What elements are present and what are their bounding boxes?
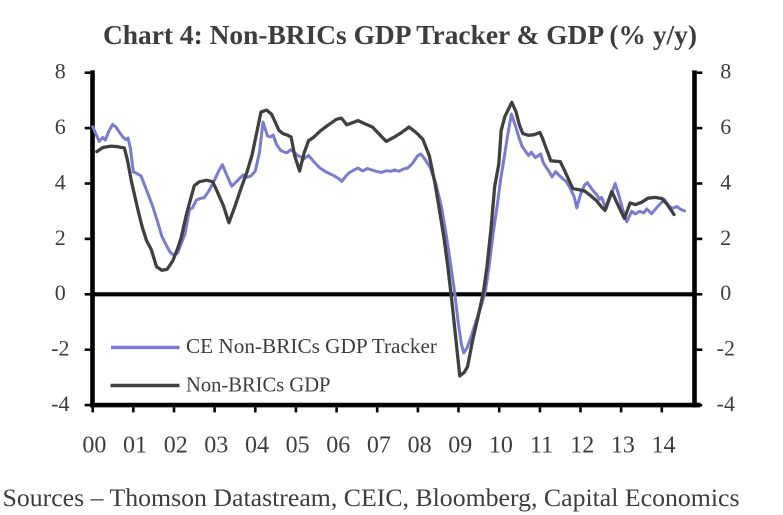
svg-text:2: 2 bbox=[55, 225, 66, 250]
svg-text:-2: -2 bbox=[51, 336, 69, 361]
svg-text:02: 02 bbox=[164, 433, 188, 459]
svg-text:8: 8 bbox=[720, 59, 731, 84]
svg-text:-2: -2 bbox=[717, 336, 735, 361]
svg-text:6: 6 bbox=[55, 114, 66, 139]
svg-text:11: 11 bbox=[530, 433, 553, 459]
svg-text:-4: -4 bbox=[717, 391, 735, 416]
svg-text:8: 8 bbox=[55, 59, 66, 84]
svg-text:4: 4 bbox=[720, 169, 731, 194]
svg-text:4: 4 bbox=[55, 169, 66, 194]
svg-text:Sources – Thomson Datastream,: Sources – Thomson Datastream, CEIC, Bloo… bbox=[3, 483, 740, 512]
svg-text:09: 09 bbox=[448, 433, 472, 459]
svg-text:06: 06 bbox=[326, 433, 350, 459]
svg-text:08: 08 bbox=[408, 433, 432, 459]
svg-text:12: 12 bbox=[570, 433, 594, 459]
svg-text:04: 04 bbox=[245, 433, 269, 459]
svg-text:10: 10 bbox=[489, 433, 513, 459]
svg-text:0: 0 bbox=[55, 280, 66, 305]
svg-text:03: 03 bbox=[204, 433, 228, 459]
svg-text:0: 0 bbox=[720, 280, 731, 305]
svg-text:05: 05 bbox=[286, 433, 310, 459]
svg-text:13: 13 bbox=[611, 433, 635, 459]
svg-text:01: 01 bbox=[123, 433, 147, 459]
svg-text:Chart 4: Non-BRICs GDP Tracker: Chart 4: Non-BRICs GDP Tracker & GDP (% … bbox=[103, 20, 697, 50]
svg-text:-4: -4 bbox=[51, 391, 69, 416]
svg-text:2: 2 bbox=[720, 225, 731, 250]
svg-text:6: 6 bbox=[720, 114, 731, 139]
svg-text:14: 14 bbox=[652, 433, 676, 459]
svg-text:00: 00 bbox=[82, 433, 106, 459]
svg-text:07: 07 bbox=[367, 433, 391, 459]
svg-text:CE Non-BRICs GDP Tracker: CE Non-BRICs GDP Tracker bbox=[186, 334, 437, 358]
svg-text:Non-BRICs GDP: Non-BRICs GDP bbox=[186, 373, 331, 397]
